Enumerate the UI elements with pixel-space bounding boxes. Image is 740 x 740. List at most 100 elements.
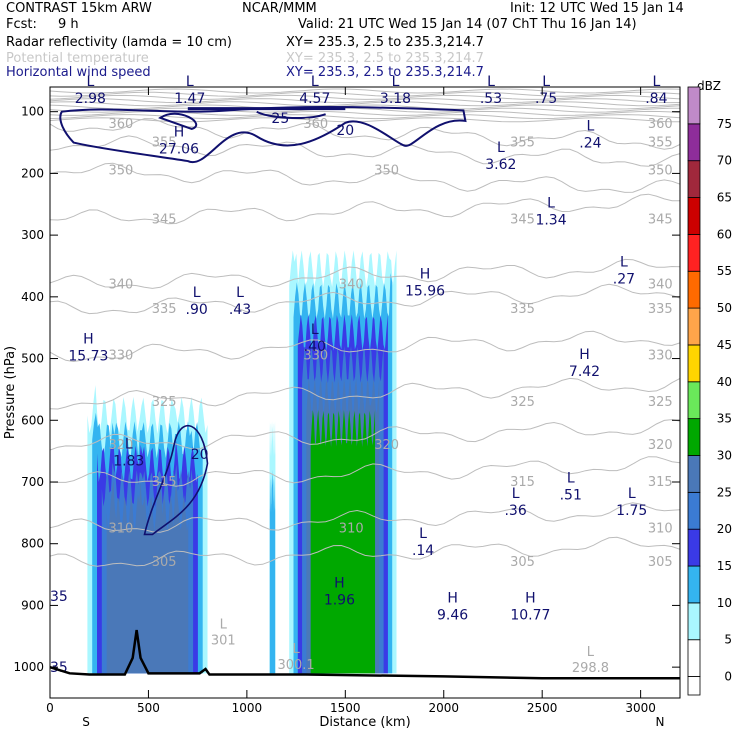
colorbar-segment bbox=[687, 160, 701, 198]
wind-extremum: H1.96 bbox=[324, 575, 355, 608]
colorbar-tick-label: 50 bbox=[717, 301, 732, 315]
theta-extremum-kind: L bbox=[292, 642, 300, 657]
wind-extremum-kind: L bbox=[587, 119, 595, 135]
theta-stratosphere-line bbox=[50, 98, 680, 104]
theta-stratosphere-line bbox=[50, 117, 680, 123]
wind-contour-lower bbox=[143, 424, 209, 536]
colorbar-segment bbox=[687, 639, 701, 677]
theta-contour-label: 345 bbox=[510, 213, 535, 228]
wind-extremum-kind: L bbox=[311, 74, 319, 90]
y-tick-label: 200 bbox=[21, 166, 44, 180]
y-tick-label: 300 bbox=[21, 228, 44, 242]
theta-contour-label: 360 bbox=[648, 117, 673, 132]
y-tick-label: 700 bbox=[21, 475, 44, 489]
wind-extremum-value: .36 bbox=[504, 503, 526, 519]
x-tick-label: 500 bbox=[137, 701, 160, 715]
theta-contour bbox=[50, 135, 680, 167]
y-tick-label: 900 bbox=[21, 598, 44, 612]
theta-contour-label: 325 bbox=[510, 395, 535, 410]
x-tick-label: 1000 bbox=[232, 701, 263, 715]
wind-extremum: L.90 bbox=[186, 285, 208, 318]
field-xy-theta: XY= 235.3, 2.5 to 235.3,214.7 bbox=[286, 51, 484, 66]
theta-contour-label: 305 bbox=[152, 555, 177, 570]
model-title: CONTRAST 15km ARW bbox=[6, 1, 152, 16]
wind-extremum: L.75 bbox=[535, 74, 557, 107]
forecast-label: Fcst: bbox=[6, 17, 37, 32]
theta-contour-label: 355 bbox=[648, 136, 673, 151]
wind-extremum: L.53 bbox=[480, 74, 502, 107]
wind-extremum-kind: L bbox=[125, 436, 133, 452]
theta-contour-label: 335 bbox=[510, 302, 535, 317]
y-tick-label: 1000 bbox=[13, 660, 44, 674]
wind-extremum-value: .40 bbox=[304, 339, 326, 355]
colorbar-tick-label: 70 bbox=[717, 154, 732, 168]
theta-contour-label: 310 bbox=[648, 521, 673, 536]
theta-contour bbox=[50, 456, 680, 487]
wind-extremum-value: 3.18 bbox=[380, 91, 411, 107]
wind-extremum-value: 2.98 bbox=[75, 91, 106, 107]
theta-extremum-kind: L bbox=[220, 617, 228, 632]
wind-extremum-value: 4.57 bbox=[299, 91, 330, 107]
wind-extremum: L.84 bbox=[645, 74, 667, 107]
colorbar-tick-label: 5 bbox=[724, 633, 732, 647]
colorbar-tick-label: 35 bbox=[717, 412, 732, 426]
wind-extremum-kind: H bbox=[420, 267, 431, 283]
x-tick-label: 2500 bbox=[527, 701, 558, 715]
theta-contour bbox=[50, 193, 680, 225]
colorbar-tick-label: 25 bbox=[717, 485, 732, 499]
reflectivity-column bbox=[87, 385, 208, 674]
field-xy-reflectivity: XY= 235.3, 2.5 to 235.3,214.7 bbox=[286, 35, 484, 50]
theta-contour-label: 315 bbox=[510, 475, 535, 490]
theta-contour-label: 310 bbox=[339, 521, 364, 536]
y-tick-label: 100 bbox=[21, 105, 44, 119]
init-time: Init: 12 UTC Wed 15 Jan 14 bbox=[510, 1, 684, 16]
theta-contour-label: 320 bbox=[648, 438, 673, 453]
theta-contour-label: 325 bbox=[648, 395, 673, 410]
theta-contour-label: 345 bbox=[648, 213, 673, 228]
theta-contour-label: 330 bbox=[648, 348, 673, 363]
colorbar-segment bbox=[687, 233, 701, 272]
wind-contour-small bbox=[158, 112, 198, 131]
wind-extremum-value: 1.83 bbox=[113, 453, 144, 469]
colorbar-tick-label: 40 bbox=[717, 375, 732, 389]
x-end-label-south: S bbox=[82, 715, 90, 729]
wind-extremum-value: 1.96 bbox=[324, 592, 355, 608]
theta-contour-label: 360 bbox=[108, 117, 133, 132]
theta-stratosphere-line bbox=[50, 91, 680, 97]
wind-extremum-value: 15.73 bbox=[68, 348, 108, 364]
colorbar-tick-label: 45 bbox=[717, 338, 732, 352]
wind-extremum-value: 7.42 bbox=[569, 364, 600, 380]
theta-contour-label: 330 bbox=[303, 348, 328, 363]
colorbar-segment bbox=[687, 602, 701, 641]
colorbar-unit: dBZ bbox=[697, 79, 721, 93]
wind-extremum-value: 9.46 bbox=[437, 608, 468, 624]
wind-edge-label: 35 bbox=[50, 589, 68, 605]
terrain-line bbox=[49, 629, 680, 680]
theta-contour-label: 315 bbox=[152, 475, 177, 490]
colorbar-segment bbox=[687, 565, 701, 604]
wind-extremum: L.40 bbox=[304, 322, 326, 355]
theta-contour bbox=[50, 330, 680, 363]
colorbar-tick-label: 55 bbox=[717, 264, 732, 278]
colorbar-segment bbox=[687, 123, 701, 162]
wind-extremum-value: .90 bbox=[186, 302, 208, 318]
colorbar-tick-label: 75 bbox=[717, 117, 732, 131]
wind-extremum-kind: L bbox=[547, 196, 555, 212]
theta-contour-label: 340 bbox=[648, 277, 673, 292]
theta-contour-label: 350 bbox=[374, 163, 399, 178]
colorbar-tick-label: 20 bbox=[717, 522, 732, 536]
colorbar-segment bbox=[687, 197, 701, 235]
wind-extremum: L4.57 bbox=[299, 74, 330, 107]
field-name-wind: Horizontal wind speed bbox=[6, 65, 151, 80]
field-xy-wind: XY= 235.3, 2.5 to 235.3,214.7 bbox=[286, 65, 484, 80]
colorbar-tick-label: 65 bbox=[717, 191, 732, 205]
colorbar-tick-label: 0 bbox=[724, 670, 732, 684]
reflectivity-column bbox=[269, 420, 276, 674]
wind-extremum-kind: L bbox=[487, 74, 495, 90]
theta-contour-label: 355 bbox=[152, 136, 177, 151]
x-tick-label: 2000 bbox=[428, 701, 459, 715]
plot-frame bbox=[49, 86, 681, 699]
colorbar-segment bbox=[687, 528, 701, 567]
colorbar-segment bbox=[687, 491, 701, 530]
